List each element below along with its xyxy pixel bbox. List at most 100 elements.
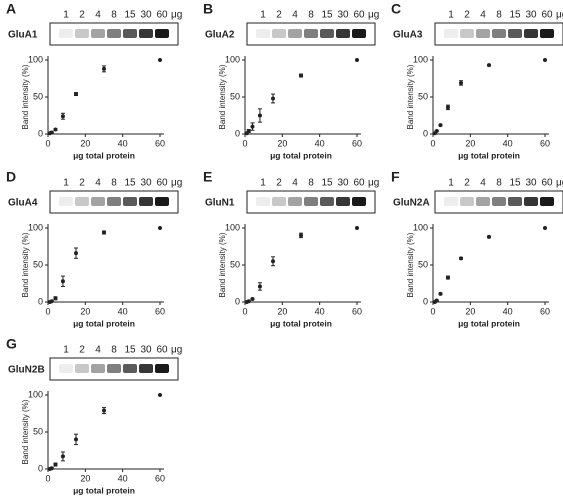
y-tick-label: 50: [230, 259, 240, 269]
blot-band: [107, 197, 121, 206]
data-point: [250, 297, 255, 302]
y-tick-label: 0: [423, 296, 428, 306]
blot-band: [107, 29, 121, 38]
y-axis-label: Band intensity (%): [406, 232, 415, 297]
lane-label: 4: [292, 10, 298, 21]
lane-unit: μg: [171, 178, 182, 189]
blot-band: [155, 197, 169, 206]
lane-unit: μg: [556, 10, 563, 21]
data-point: [102, 408, 106, 413]
lane-label: 1: [63, 345, 69, 356]
y-axis-label: Band intensity (%): [218, 64, 227, 129]
lane-label: 2: [276, 10, 282, 21]
lane-label: 30: [525, 10, 537, 21]
lane-unit: μg: [171, 345, 182, 356]
blot-band: [352, 197, 366, 206]
y-tick-label: 0: [423, 128, 428, 138]
lane-label: 60: [541, 178, 553, 189]
lane-label: 30: [140, 10, 152, 21]
data-point: [257, 284, 262, 289]
x-axis-label: μg total protein: [270, 318, 332, 328]
blot-band: [139, 197, 153, 206]
x-tick-label: 40: [503, 306, 513, 316]
x-tick-label: 40: [315, 138, 325, 148]
x-tick-label: 20: [277, 138, 287, 148]
blot-label: GluA3: [393, 30, 423, 41]
lane-label: 15: [509, 10, 521, 21]
blot-band: [155, 364, 169, 373]
data-point: [445, 275, 450, 280]
blot-band: [336, 197, 350, 206]
data-point: [158, 226, 162, 230]
lane-label: 1: [260, 178, 266, 189]
x-tick-label: 60: [155, 138, 165, 148]
data-point: [60, 279, 65, 284]
blot-band: [320, 29, 334, 38]
data-point: [49, 130, 54, 135]
blot-band: [91, 364, 105, 373]
panel: F1248153060μgGluN2A0501000204060μg total…: [391, 169, 563, 328]
data-point: [434, 129, 439, 134]
panel: C1248153060μgGluA30501000204060μg total …: [391, 1, 563, 160]
x-axis-label: μg total protein: [458, 318, 520, 328]
y-tick-label: 50: [230, 91, 240, 101]
x-tick-label: 60: [540, 138, 550, 148]
lane-label: 8: [496, 10, 502, 21]
blot-band: [336, 29, 350, 38]
data-point: [543, 226, 547, 230]
blot-band: [107, 364, 121, 373]
panel-letter: B: [203, 1, 213, 17]
x-axis-label: μg total protein: [270, 150, 332, 160]
y-tick-label: 100: [28, 389, 43, 399]
y-tick-label: 50: [33, 426, 43, 436]
blot-band: [139, 29, 153, 38]
lane-unit: μg: [368, 10, 379, 21]
x-tick-label: 20: [80, 473, 90, 483]
lane-label: 15: [321, 10, 333, 21]
blot-band: [444, 197, 458, 206]
blot-band: [540, 197, 554, 206]
data-point: [102, 66, 106, 71]
blot-band: [272, 197, 286, 206]
data-point: [299, 233, 303, 238]
blot-band: [123, 197, 137, 206]
data-point: [271, 96, 275, 101]
lane-label: 2: [276, 178, 282, 189]
y-tick-label: 50: [33, 91, 43, 101]
data-point: [355, 58, 359, 62]
y-tick-label: 100: [413, 222, 428, 232]
data-point: [53, 127, 58, 132]
lane-label: 8: [308, 178, 314, 189]
blot-band: [304, 29, 318, 38]
y-tick-label: 0: [38, 296, 43, 306]
lane-label: 60: [156, 10, 168, 21]
lane-label: 2: [464, 10, 470, 21]
lane-unit: μg: [556, 178, 563, 189]
y-tick-label: 100: [225, 222, 240, 232]
blot-band: [91, 197, 105, 206]
panel-letter: G: [6, 336, 17, 352]
data-point: [74, 92, 78, 97]
data-point: [246, 129, 251, 134]
data-point: [438, 291, 443, 296]
blot-band: [476, 197, 490, 206]
data-point: [250, 124, 255, 129]
x-tick-label: 20: [465, 306, 475, 316]
x-axis-label: μg total protein: [73, 318, 135, 328]
lane-label: 4: [95, 345, 101, 356]
blot-label: GluA1: [8, 30, 38, 41]
data-point: [487, 63, 491, 68]
lane-label: 2: [79, 178, 85, 189]
lane-label: 1: [63, 178, 69, 189]
data-point: [543, 58, 547, 62]
panel-letter: D: [6, 169, 16, 185]
lane-label: 4: [95, 10, 101, 21]
y-tick-label: 0: [38, 463, 43, 473]
lane-label: 30: [140, 345, 152, 356]
lane-label: 30: [525, 178, 537, 189]
lane-label: 15: [509, 178, 521, 189]
lane-label: 60: [156, 178, 168, 189]
blot-band: [91, 29, 105, 38]
lane-label: 4: [292, 178, 298, 189]
